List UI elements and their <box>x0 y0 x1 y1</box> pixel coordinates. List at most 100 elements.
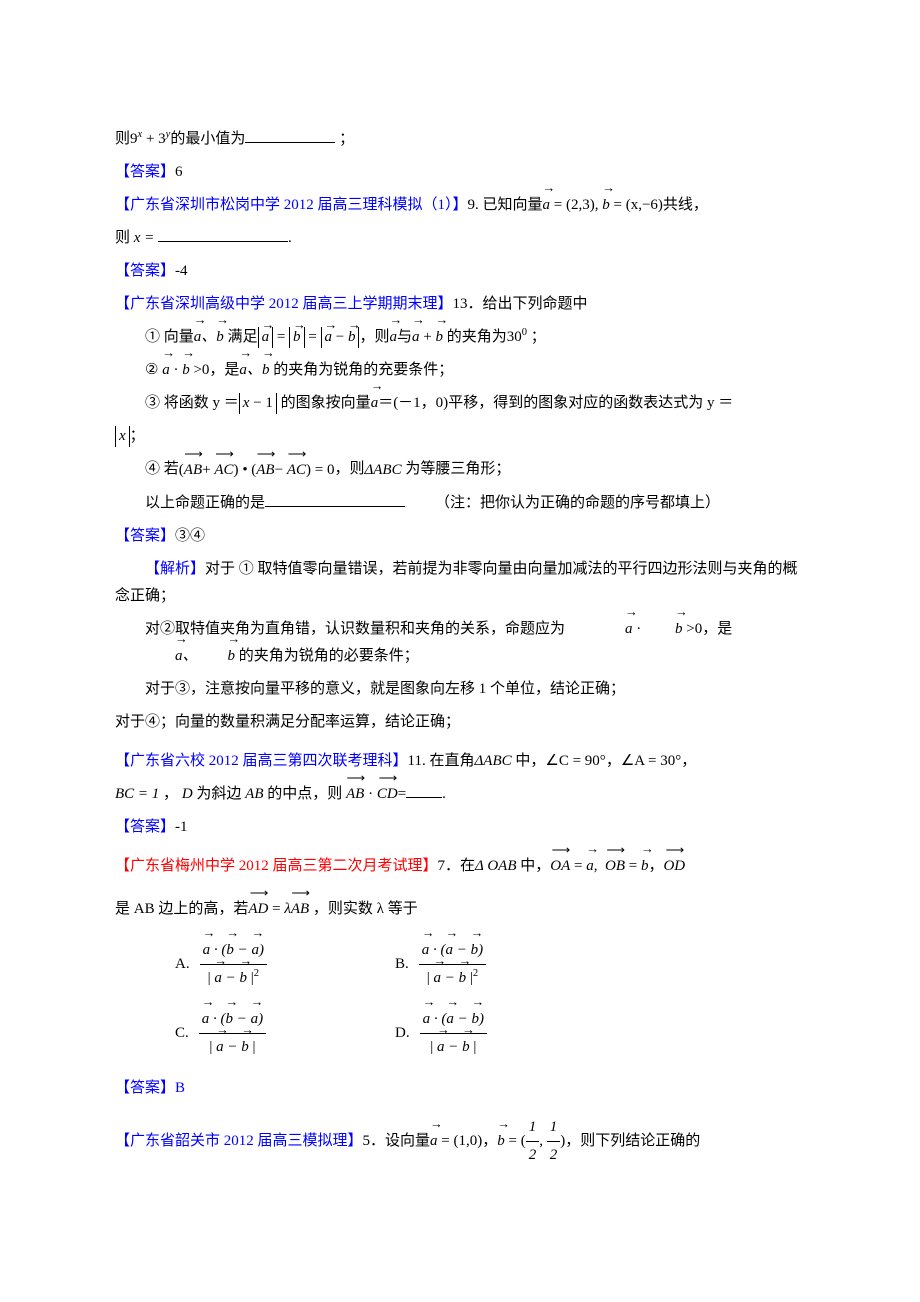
c: ， <box>482 1133 497 1149</box>
num: 5． <box>363 1133 386 1149</box>
ab: AB <box>245 781 263 808</box>
exp-label: 【解析】 <box>145 561 205 577</box>
answer-label: 【答案】 <box>115 819 175 835</box>
answer-5: 【答案】B <box>115 1075 805 1102</box>
answer-1: 【答案】6 <box>115 159 805 186</box>
label: D. <box>395 1020 410 1047</box>
text: 给出下列命题中 <box>483 296 588 312</box>
vec-a3: a→ <box>371 390 379 417</box>
num: 11. <box>408 753 426 769</box>
option-row-1: A. a→ · (b→ − a→) | a→ − b→ |2 B. a→ · (… <box>175 937 805 992</box>
explanation-4: 对于④；向量的数量积满足分配率运算，结论正确； <box>115 709 805 736</box>
num: ③ <box>145 395 164 411</box>
vec-expr: (AB⟶+ AC⟶) • (AB⟶− AC⟶) = 0 <box>179 457 335 484</box>
semi: ； <box>339 131 354 147</box>
num: ④ <box>145 461 164 477</box>
option-b: B. a→ · (a→ − b→) | a→ − b→ |2 <box>395 937 615 992</box>
prop-3: ③ 将函数 y ＝x − 1 的图象按向量a→＝(－1，0)平移，得到的图象对应… <box>115 390 805 417</box>
problem-1-line: 则9x + 3y的最小值为 ； <box>115 126 805 153</box>
problem-4-line2: BC = 1 ， D 为斜边 AB 的中点，则 AB⟶ · CD⟶=. <box>115 781 805 808</box>
text: ，则 <box>359 329 389 345</box>
abs-x-1: x − 1 <box>239 390 277 417</box>
text: 在直角 <box>426 753 475 769</box>
text: 的图象按向量 <box>281 395 371 411</box>
dot: a→ · b→ <box>162 357 190 384</box>
x-eq: x = <box>134 225 155 252</box>
answer-value: -1 <box>175 814 188 841</box>
text: 共线， <box>663 197 708 213</box>
vec-a2: a→ <box>389 324 397 351</box>
vec-b-eq: b→ = (12, 12) <box>497 1114 565 1169</box>
source: 【广东省韶关市 2012 届高三模拟理】 <box>115 1133 363 1149</box>
dot2: a→ · b→ <box>565 616 683 643</box>
prop-2: ② a→ · b→ >0，是a→、b→ 的夹角为锐角的充要条件； <box>115 357 805 384</box>
period: . <box>442 786 446 802</box>
text: 对于④；向量的数量积满足分配率运算，结论正确； <box>115 714 460 730</box>
frac-b: a→ · (a→ − b→) | a→ − b→ |2 <box>419 937 486 992</box>
text: 将函数 y ＝ <box>164 395 239 411</box>
source: 【广东省梅州中学 2012 届高三第二次月考试理】 <box>115 858 438 874</box>
vec-aplusb: a→ + b→ <box>412 324 443 351</box>
answer-3: 【答案】③④ <box>115 523 805 550</box>
text: 对于 ① 取特值零向量错误，若前提为非零向量由向量加减法的平行四边形法则与夹角的… <box>115 561 798 604</box>
answer-label: 【答案】 <box>115 263 175 279</box>
text: 为斜边 <box>196 786 241 802</box>
source: 【广东省六校 2012 届高三第四次联考理科】 <box>115 753 408 769</box>
answer-value: B <box>175 1080 185 1096</box>
option-a: A. a→ · (b→ − a→) | a→ − b→ |2 <box>175 937 395 992</box>
vecs2: a→、b→ <box>239 357 269 384</box>
answer-value: ③④ <box>175 528 205 544</box>
text: 对②取特值夹角为直角错，认识数量积和夹角的关系，命题应为 <box>145 621 565 637</box>
option-d: D. a→ · (a→ − b→) | a→ − b→ | <box>395 1006 615 1061</box>
explanation-1: 【解析】对于 ① 取特值零向量错误，若前提为非零向量由向量加减法的平行四边形法则… <box>115 556 805 610</box>
tri: ΔABC <box>474 748 511 775</box>
text: 向量 <box>164 329 194 345</box>
abs-x: x <box>115 423 130 450</box>
oa-eq: OA⟶ = a→, OB⟶ = b→ <box>550 853 648 880</box>
text: 的夹角为 <box>447 329 507 345</box>
semi: ； <box>130 428 145 444</box>
text: 以上命题正确的是 <box>145 495 265 511</box>
text: >0，是 <box>193 362 239 378</box>
option-c: C. a→ · (b→ − a→) | a→ − b→ | <box>175 1006 395 1061</box>
text: 满足 <box>228 329 258 345</box>
blank <box>406 782 442 798</box>
sp: ， <box>159 786 182 802</box>
text: 在 <box>460 858 475 874</box>
vecAB-CD: AB⟶ · CD⟶ <box>346 781 398 808</box>
prop-4: ④ 若(AB⟶+ AC⟶) • (AB⟶− AC⟶) = 0，则ΔABC 为等腰… <box>115 456 805 483</box>
text: 对于③，注意按向量平移的意义，就是图象向左移 1 个单位，结论正确； <box>145 681 625 697</box>
blank <box>265 491 405 507</box>
vec-a-eq: a→ = (1,0) <box>430 1128 482 1155</box>
answer-value: 6 <box>175 164 183 180</box>
text: 设向量 <box>385 1133 430 1149</box>
text: >0，是 <box>686 621 732 637</box>
answer-label: 【答案】 <box>115 164 175 180</box>
option-list: A. a→ · (b→ − a→) | a→ − b→ |2 B. a→ · (… <box>115 937 805 1061</box>
source: 【广东省深圳高级中学 2012 届高三上学期期末理】 <box>115 296 453 312</box>
answer-label: 【答案】 <box>115 528 175 544</box>
num: 7． <box>438 858 461 874</box>
problem-4: 【广东省六校 2012 届高三第四次联考理科】11. 在直角ΔABC 中，∠C … <box>115 748 805 775</box>
text: 边上的高，若 <box>158 901 248 917</box>
period: . <box>288 230 292 246</box>
math-9x-3y: 9x + 3y <box>130 126 170 153</box>
text: 的夹角为锐角的充要条件； <box>273 362 453 378</box>
frac-d: a→ · (a→ − b→) | a→ − b→ | <box>420 1006 487 1061</box>
text: ，则 <box>334 461 364 477</box>
prop-end: 以上命题正确的是 （注：把你认为正确的命题的序号都填上） <box>115 490 805 517</box>
D: D <box>182 781 193 808</box>
num: 13． <box>453 296 483 312</box>
eq: = <box>398 786 406 802</box>
vec-a: a→ = (2,3), b→ = (x,−6) <box>543 192 663 219</box>
text: 为等腰三角形； <box>405 461 510 477</box>
semi: ； <box>531 329 546 345</box>
text: 已知向量 <box>479 197 543 213</box>
problem-5: 【广东省梅州中学 2012 届高三第二次月考试理】7．在Δ OAB 中，OA⟶ … <box>115 853 805 880</box>
ang: 300 <box>507 324 527 351</box>
num: ② <box>145 362 162 378</box>
label: C. <box>175 1020 189 1047</box>
c: ， <box>606 753 621 769</box>
problem-6: 【广东省韶关市 2012 届高三模拟理】5．设向量a→ = (1,0)，b→ =… <box>115 1114 805 1169</box>
angA: ∠A = 30° <box>621 748 681 775</box>
